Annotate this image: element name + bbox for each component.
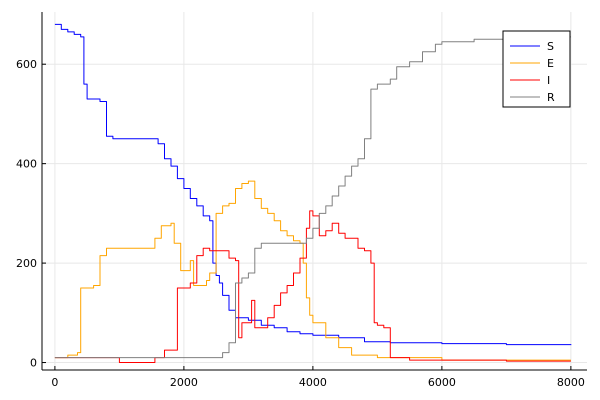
y-tick-label: 200 (16, 257, 37, 270)
series-line-r (54, 36, 571, 359)
x-tick-label: 6000 (428, 376, 456, 389)
legend-label-e: E (547, 57, 554, 70)
series (54, 23, 572, 363)
y-tick-label: 0 (30, 357, 37, 370)
x-tick-label: 8000 (557, 376, 585, 389)
x-tick-label: 4000 (299, 376, 327, 389)
x-ticks: 0 2000 4000 6000 8000 (51, 366, 585, 389)
legend-label-i: I (547, 74, 550, 87)
x-tick-label: 2000 (170, 376, 198, 389)
series-line-i (54, 210, 571, 363)
y-tick-label: 600 (16, 58, 37, 71)
y-ticks: 0 200 400 600 (16, 58, 46, 370)
legend-box (502, 30, 571, 108)
legend-label-s: S (547, 40, 554, 53)
x-tick-label: 0 (51, 376, 58, 389)
series-line-s (54, 23, 572, 346)
axes (41, 12, 587, 371)
y-tick-label: 400 (16, 158, 37, 171)
legend-label-r: R (547, 91, 555, 104)
series-line-e (54, 180, 571, 361)
